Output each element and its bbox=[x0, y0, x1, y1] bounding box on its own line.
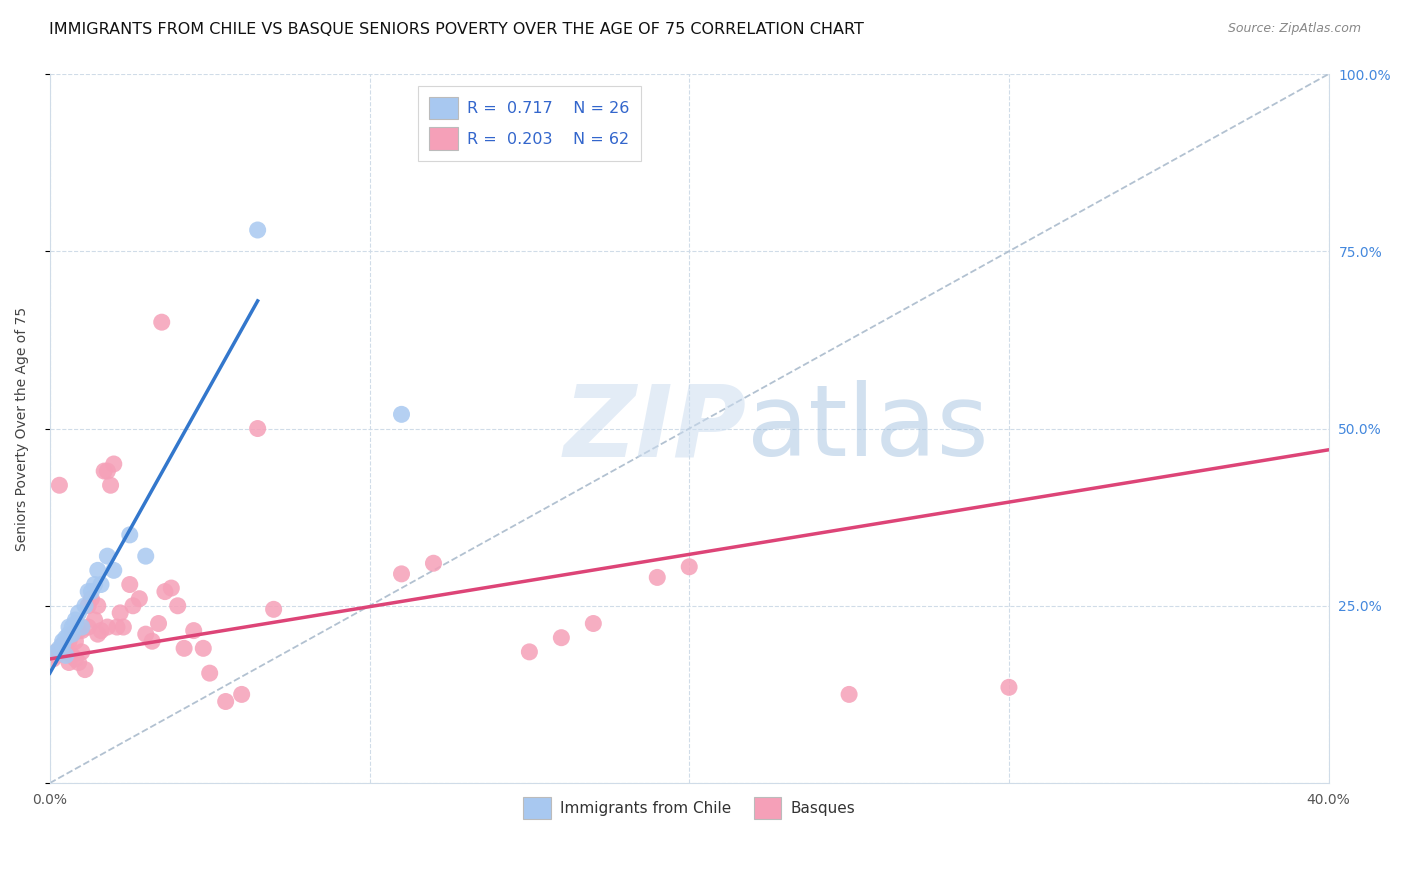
Point bbox=[45, 648, 67, 663]
Point bbox=[65, 616, 87, 631]
Point bbox=[148, 616, 170, 631]
Point bbox=[198, 666, 221, 681]
Point bbox=[118, 528, 141, 542]
Point bbox=[83, 613, 105, 627]
Text: IMMIGRANTS FROM CHILE VS BASQUE SENIORS POVERTY OVER THE AGE OF 75 CORRELATION C: IMMIGRANTS FROM CHILE VS BASQUE SENIORS … bbox=[49, 22, 865, 37]
Point bbox=[60, 648, 83, 663]
Point bbox=[391, 566, 413, 581]
Point bbox=[42, 652, 65, 666]
Point bbox=[52, 638, 75, 652]
Point bbox=[96, 464, 118, 478]
Point bbox=[52, 641, 75, 656]
Point bbox=[55, 648, 77, 663]
Point bbox=[103, 457, 125, 471]
Point bbox=[93, 464, 115, 478]
Point bbox=[65, 652, 87, 666]
Point bbox=[128, 591, 150, 606]
Point bbox=[105, 620, 128, 634]
Point bbox=[87, 627, 110, 641]
Point bbox=[52, 638, 75, 652]
Point bbox=[65, 613, 87, 627]
Point bbox=[519, 645, 541, 659]
Point bbox=[60, 620, 83, 634]
Point bbox=[55, 645, 77, 659]
Y-axis label: Seniors Poverty Over the Age of 75: Seniors Poverty Over the Age of 75 bbox=[15, 307, 30, 550]
Point bbox=[77, 599, 100, 613]
Point bbox=[215, 694, 238, 708]
Point bbox=[153, 584, 176, 599]
Point bbox=[73, 663, 96, 677]
Point bbox=[118, 577, 141, 591]
Point bbox=[135, 549, 157, 563]
Point bbox=[60, 627, 83, 641]
Point bbox=[70, 645, 93, 659]
Point bbox=[263, 602, 285, 616]
Point bbox=[73, 599, 96, 613]
Legend: Immigrants from Chile, Basques: Immigrants from Chile, Basques bbox=[517, 791, 862, 825]
Point bbox=[391, 408, 413, 422]
Point bbox=[173, 641, 195, 656]
Point bbox=[80, 584, 103, 599]
Point bbox=[58, 620, 80, 634]
Point bbox=[96, 549, 118, 563]
Point bbox=[112, 620, 135, 634]
Point bbox=[183, 624, 205, 638]
Text: ZIP: ZIP bbox=[564, 380, 747, 477]
Point bbox=[166, 599, 188, 613]
Text: atlas: atlas bbox=[747, 380, 988, 477]
Point bbox=[90, 577, 112, 591]
Point bbox=[65, 634, 87, 648]
Point bbox=[55, 638, 77, 652]
Point bbox=[48, 641, 70, 656]
Point bbox=[67, 606, 90, 620]
Point bbox=[87, 563, 110, 577]
Point bbox=[52, 634, 75, 648]
Point bbox=[83, 577, 105, 591]
Point bbox=[998, 681, 1021, 695]
Point bbox=[678, 559, 700, 574]
Point bbox=[838, 687, 860, 701]
Point bbox=[135, 627, 157, 641]
Point bbox=[45, 645, 67, 659]
Point bbox=[70, 620, 93, 634]
Text: Source: ZipAtlas.com: Source: ZipAtlas.com bbox=[1227, 22, 1361, 36]
Point bbox=[77, 584, 100, 599]
Point bbox=[90, 624, 112, 638]
Point bbox=[58, 634, 80, 648]
Point bbox=[100, 478, 122, 492]
Point bbox=[77, 620, 100, 634]
Point bbox=[103, 563, 125, 577]
Point bbox=[48, 645, 70, 659]
Point bbox=[70, 624, 93, 638]
Point bbox=[246, 421, 269, 435]
Point bbox=[141, 634, 163, 648]
Point bbox=[55, 631, 77, 645]
Point bbox=[87, 599, 110, 613]
Point bbox=[246, 223, 269, 237]
Point bbox=[582, 616, 605, 631]
Point bbox=[96, 620, 118, 634]
Point bbox=[58, 656, 80, 670]
Point bbox=[550, 631, 572, 645]
Point bbox=[67, 656, 90, 670]
Point bbox=[60, 627, 83, 641]
Point bbox=[67, 624, 90, 638]
Point bbox=[150, 315, 173, 329]
Point bbox=[160, 581, 183, 595]
Point bbox=[645, 570, 668, 584]
Point bbox=[193, 641, 215, 656]
Point bbox=[422, 556, 444, 570]
Point bbox=[58, 627, 80, 641]
Point bbox=[231, 687, 253, 701]
Point bbox=[48, 478, 70, 492]
Point bbox=[45, 645, 67, 659]
Point bbox=[122, 599, 145, 613]
Point bbox=[80, 591, 103, 606]
Point bbox=[108, 606, 131, 620]
